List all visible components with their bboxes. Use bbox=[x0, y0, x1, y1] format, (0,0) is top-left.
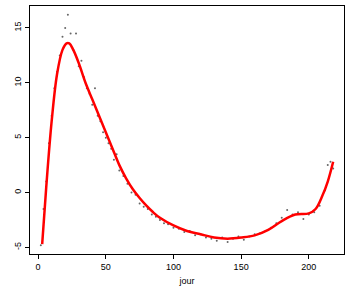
svg-text:0: 0 bbox=[36, 262, 41, 272]
svg-text:jour: jour bbox=[178, 276, 194, 286]
svg-text:15: 15 bbox=[13, 22, 23, 32]
svg-text:150: 150 bbox=[234, 262, 249, 272]
svg-text:5: 5 bbox=[13, 134, 23, 139]
svg-text:50: 50 bbox=[101, 262, 111, 272]
svg-text:10: 10 bbox=[13, 76, 23, 86]
svg-text:100: 100 bbox=[166, 262, 181, 272]
svg-text:0: 0 bbox=[13, 189, 23, 194]
svg-text:-5: -5 bbox=[13, 242, 23, 250]
svg-text:200: 200 bbox=[301, 262, 316, 272]
